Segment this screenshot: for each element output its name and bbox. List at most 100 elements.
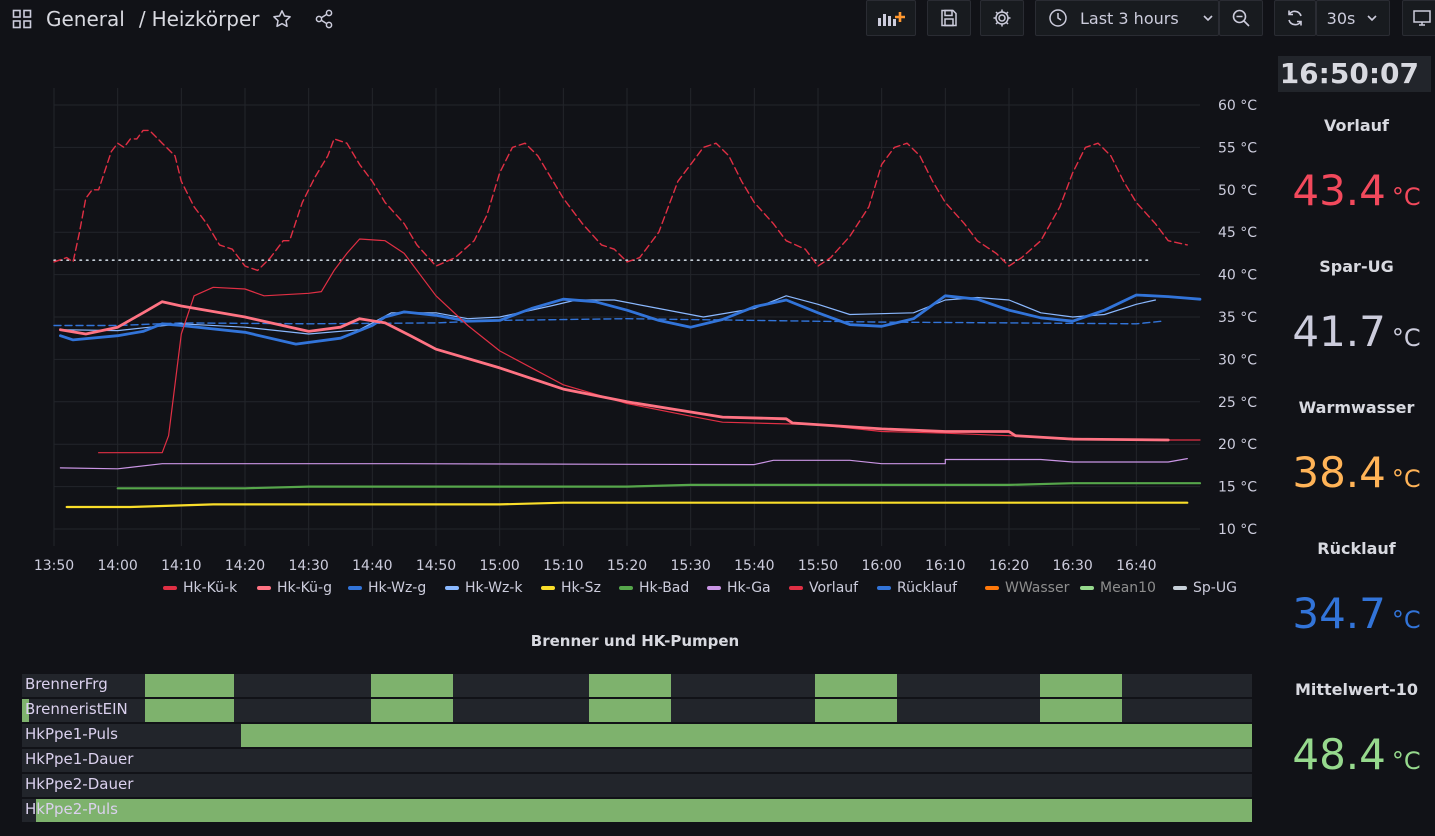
- legend-label: Sp-UG: [1193, 580, 1237, 596]
- state-row-label: HkPpe1-Dauer: [25, 750, 134, 768]
- state-segment-on: [1040, 674, 1123, 697]
- legend-item[interactable]: Hk-Wz-k: [445, 580, 522, 596]
- stat-number: 43.4: [1292, 166, 1386, 215]
- state-row-label: HkPpe2-Dauer: [25, 775, 134, 793]
- series-line-hk-k-k: [98, 238, 1201, 454]
- share-icon[interactable]: [314, 9, 334, 29]
- top-navbar: General / Heizkörper Last 3 hours 30s: [0, 0, 1435, 38]
- breadcrumb-folder[interactable]: General: [46, 7, 125, 31]
- stat-title: Rücklauf: [1317, 539, 1396, 558]
- legend-label: Hk-Kü-g: [277, 580, 332, 596]
- stat-title: Spar-UG: [1319, 257, 1394, 276]
- zoom-out-icon: [1232, 9, 1250, 27]
- breadcrumb-separator: /: [138, 7, 146, 31]
- legend-label: Hk-Ga: [727, 580, 771, 596]
- legend-item[interactable]: Vorlauf: [789, 580, 858, 596]
- state-row[interactable]: HkPpe2-Dauer: [22, 774, 1252, 797]
- x-tick-label: 15:30: [670, 558, 710, 574]
- x-tick-label: 14:40: [352, 558, 392, 574]
- state-segment-on: [814, 674, 897, 697]
- x-tick-label: 14:20: [225, 558, 265, 574]
- state-segment-on: [22, 699, 29, 722]
- state-segment-on: [589, 674, 672, 697]
- clock-display: 16:50:07: [1278, 56, 1431, 92]
- legend-item[interactable]: Hk-Kü-k: [163, 580, 237, 596]
- legend-label: Rücklauf: [897, 580, 958, 596]
- legend-label: Mean10: [1100, 580, 1156, 596]
- legend-swatch: [789, 586, 803, 590]
- tv-mode-button[interactable]: [1402, 0, 1435, 36]
- y-tick-label: 15 °C: [1218, 480, 1257, 496]
- legend-swatch: [707, 586, 721, 590]
- legend-item[interactable]: Sp-UG: [1173, 580, 1237, 596]
- refresh-interval-picker[interactable]: 30s: [1316, 0, 1390, 36]
- dashboard-grid-icon[interactable]: [12, 9, 32, 29]
- legend-label: Hk-Wz-g: [368, 580, 427, 596]
- y-tick-label: 25 °C: [1218, 395, 1257, 411]
- y-tick-label: 35 °C: [1218, 310, 1257, 326]
- state-row[interactable]: HkPpe1-Dauer: [22, 749, 1252, 772]
- y-tick-label: 10 °C: [1218, 522, 1257, 538]
- refresh-button[interactable]: [1274, 0, 1316, 36]
- chart-legend: Hk-Kü-k Hk-Kü-g Hk-Wz-g Hk-Wz-k Hk-Sz Hk-Bad H…: [0, 580, 1270, 602]
- y-tick-label: 50 °C: [1218, 183, 1257, 199]
- stat-value: 38.4 °C: [1278, 448, 1435, 497]
- series-line-r-cklauf: [53, 318, 1163, 327]
- y-tick-label: 40 °C: [1218, 268, 1257, 284]
- state-row[interactable]: HkPpe1-Puls: [22, 724, 1252, 747]
- x-tick-label: 14:00: [97, 558, 137, 574]
- x-tick-label: 15:10: [543, 558, 583, 574]
- legend-item[interactable]: Mean10: [1080, 580, 1156, 596]
- legend-swatch: [985, 586, 999, 590]
- state-segment-on: [589, 699, 672, 722]
- legend-item[interactable]: Hk-Sz: [541, 580, 601, 596]
- legend-item[interactable]: WWasser: [985, 580, 1069, 596]
- series-line-hk-wz-g: [59, 293, 1202, 346]
- state-row[interactable]: BrenneristEIN: [22, 699, 1252, 722]
- x-tick-label: 16:20: [989, 558, 1029, 574]
- legend-item[interactable]: Hk-Bad: [619, 580, 689, 596]
- x-tick-label: 16:00: [861, 558, 901, 574]
- series-line-hk-bad: [116, 482, 1202, 490]
- x-tick-label: 15:00: [479, 558, 519, 574]
- stat-number: 38.4: [1292, 448, 1386, 497]
- monitor-icon: [1413, 10, 1431, 26]
- legend-label: Hk-Bad: [639, 580, 690, 596]
- breadcrumb: General / Heizkörper: [12, 4, 334, 34]
- star-icon[interactable]: [272, 9, 292, 29]
- save-icon: [941, 9, 957, 27]
- zoom-out-button[interactable]: [1219, 0, 1263, 36]
- state-row-label: HkPpe2-Puls: [25, 800, 118, 818]
- legend-item[interactable]: Rücklauf: [877, 580, 957, 596]
- y-tick-label: 55 °C: [1218, 140, 1257, 156]
- x-tick-label: 13:50: [34, 558, 74, 574]
- time-range-label: Last 3 hours: [1080, 8, 1179, 28]
- y-tick-label: 45 °C: [1218, 225, 1257, 241]
- time-range-picker[interactable]: Last 3 hours: [1035, 0, 1219, 36]
- stat-title: Vorlauf: [1323, 116, 1390, 135]
- timeseries-chart[interactable]: 13:50 14:00 14:10 14:20 14:30 14:40 14:50 15:00…: [0, 88, 1270, 608]
- state-segment-on: [35, 799, 1252, 822]
- legend-swatch: [445, 586, 459, 590]
- save-dashboard-button[interactable]: [927, 0, 971, 36]
- state-row-label: BrennerFrg: [25, 675, 108, 693]
- add-panel-button[interactable]: [866, 0, 916, 36]
- x-tick-label: 16:40: [1116, 558, 1156, 574]
- dashboard-title[interactable]: Heizkörper: [151, 7, 260, 31]
- legend-label: Vorlauf: [809, 580, 859, 596]
- legend-label: Hk-Kü-k: [183, 580, 238, 596]
- settings-button[interactable]: [980, 0, 1024, 36]
- x-tick-label: 16:10: [925, 558, 965, 574]
- state-row[interactable]: BrennerFrg: [22, 674, 1252, 697]
- chart-grid: [53, 88, 1200, 546]
- x-tick-label: 14:10: [161, 558, 201, 574]
- legend-item[interactable]: Hk-Ga: [707, 580, 771, 596]
- state-row-label: BrenneristEIN: [25, 700, 128, 718]
- legend-swatch: [1080, 586, 1094, 590]
- clock-icon: [1049, 9, 1067, 27]
- legend-item[interactable]: Hk-Wz-g: [348, 580, 426, 596]
- y-tick-label: 60 °C: [1218, 98, 1257, 114]
- state-row[interactable]: HkPpe2-Puls: [22, 799, 1252, 822]
- legend-item[interactable]: Hk-Kü-g: [257, 580, 332, 596]
- add-panel-icon: [878, 12, 905, 26]
